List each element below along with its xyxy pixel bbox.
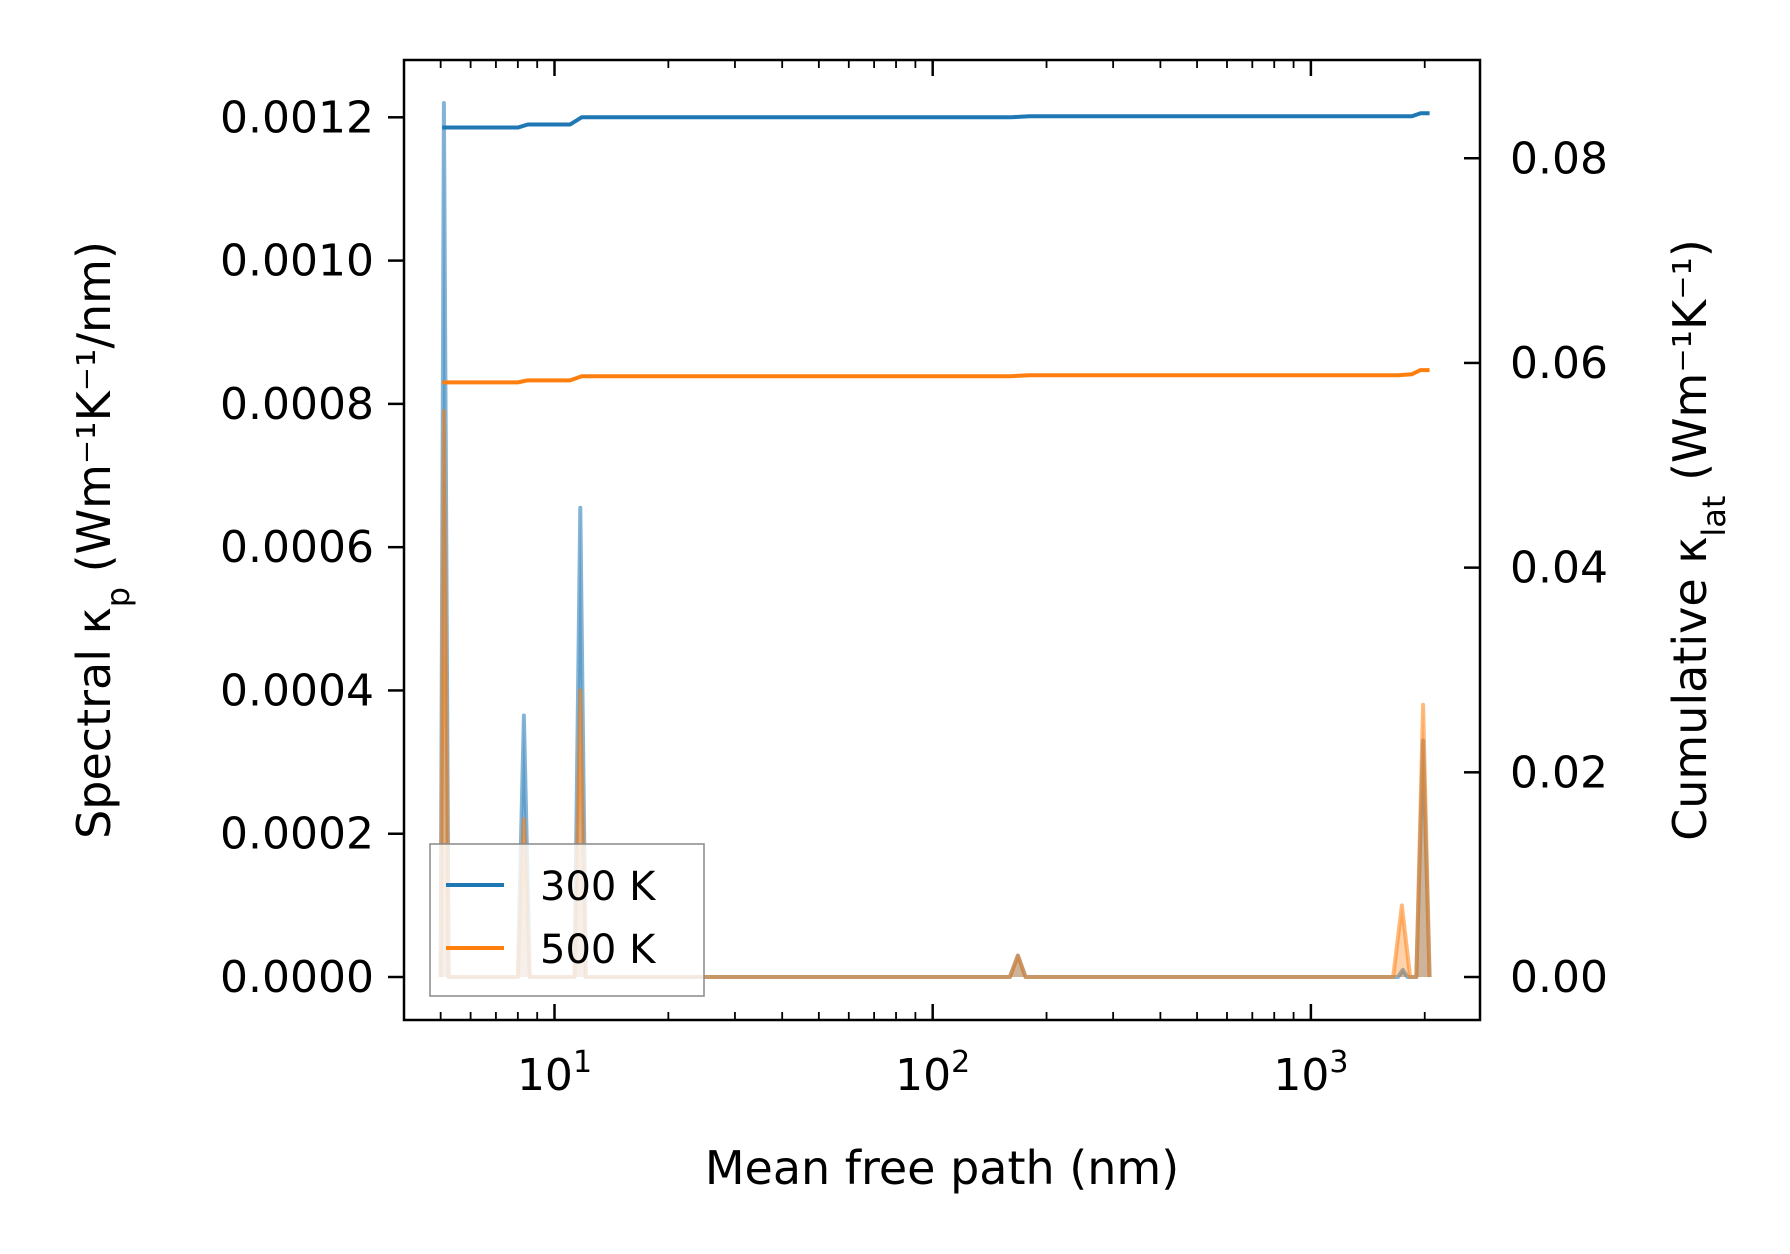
- cumulative-line-300k: [442, 111, 1430, 130]
- y-tick-label: 0.0010: [220, 236, 374, 287]
- y2-tick-label: 0.04: [1510, 543, 1608, 594]
- y-axis-label-prefix: Spectral κ: [67, 607, 121, 839]
- legend-label-500k: 500 K: [540, 927, 657, 973]
- tick-labels: 101 102 103 0.0000 0.0002 0.0004 0.0006 0.0008 0…: [220, 92, 1608, 1101]
- y2-tick-label: 0.08: [1510, 133, 1608, 184]
- y2-tick-label: 0.00: [1510, 952, 1608, 1003]
- axis-ticks: [388, 60, 1480, 1020]
- y-tick-label: 0.0012: [220, 92, 374, 143]
- x-axis-label: Mean free path (nm): [705, 1141, 1179, 1195]
- y-tick-label: 0.0000: [220, 952, 374, 1003]
- x-tick-label: 101: [517, 1045, 592, 1101]
- cumulative-series-layer: [442, 111, 1430, 385]
- y-tick-label: 0.0002: [220, 809, 374, 860]
- y-axis-label-subscript: p: [99, 587, 137, 607]
- y-tick-label: 0.0004: [220, 665, 374, 716]
- y2-axis-label-suffix: (Wm⁻¹K⁻¹): [1663, 239, 1717, 495]
- y-tick-label: 0.0008: [220, 379, 374, 430]
- y2-tick-label: 0.02: [1510, 747, 1608, 798]
- y2-tick-label: 0.06: [1510, 338, 1608, 389]
- y2-axis-label-prefix: Cumulative κ: [1663, 537, 1717, 841]
- plot-frame: [402, 58, 1482, 1022]
- y-axis-label-suffix: (Wm⁻¹K⁻¹/nm): [67, 241, 121, 587]
- legend-label-300k: 300 K: [540, 864, 657, 910]
- x-tick-label: 102: [895, 1045, 970, 1101]
- legend-box: [429, 843, 705, 997]
- legend: 300 K 500 K: [429, 843, 705, 997]
- y-axis-label: Spectral κp (Wm⁻¹K⁻¹/nm): [67, 241, 137, 839]
- y2-axis-label: Cumulative κlat (Wm⁻¹K⁻¹): [1663, 239, 1733, 841]
- cumulative-line-500k: [442, 368, 1430, 385]
- y-tick-label: 0.0006: [220, 522, 374, 573]
- y2-axis-label-subscript: lat: [1695, 496, 1733, 537]
- x-tick-label: 103: [1273, 1045, 1348, 1101]
